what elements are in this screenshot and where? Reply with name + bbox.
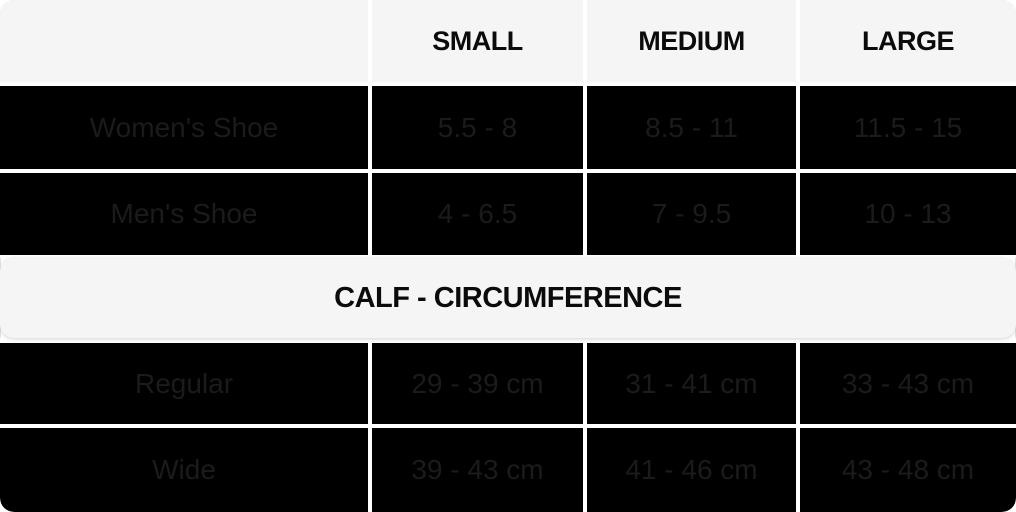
- header-cell-empty: [0, 0, 368, 82]
- header-cell-small: SMALL: [372, 0, 583, 82]
- column-divider: [583, 173, 587, 255]
- row-divider: [0, 338, 1016, 343]
- column-divider: [583, 86, 587, 169]
- cell-small: 29 - 39 cm: [372, 343, 583, 424]
- section-banner-title: CALF - CIRCUMFERENCE: [334, 281, 682, 314]
- column-divider: [796, 343, 800, 424]
- cell-medium: 41 - 46 cm: [587, 428, 796, 512]
- header-cell-large: LARGE: [800, 0, 1016, 82]
- cell-small: 4 - 6.5: [372, 173, 583, 255]
- column-divider: [796, 86, 800, 169]
- table-row-regular: Regular 29 - 39 cm 31 - 41 cm 33 - 43 cm: [0, 343, 1016, 424]
- table-row-womens-shoe: Women's Shoe 5.5 - 8 8.5 - 11 11.5 - 15: [0, 86, 1016, 169]
- table-header-row: SMALL MEDIUM LARGE: [0, 0, 1016, 82]
- column-divider: [796, 173, 800, 255]
- column-divider: [796, 428, 800, 512]
- column-divider: [368, 173, 372, 255]
- cell-medium: 7 - 9.5: [587, 173, 796, 255]
- row-label: Women's Shoe: [0, 86, 368, 169]
- table-row-wide: Wide 39 - 43 cm 41 - 46 cm 43 - 48 cm: [0, 428, 1016, 512]
- cell-medium: 31 - 41 cm: [587, 343, 796, 424]
- column-divider: [368, 0, 372, 82]
- cell-small: 5.5 - 8: [372, 86, 583, 169]
- column-divider: [796, 0, 800, 82]
- row-label: Wide: [0, 428, 368, 512]
- cell-large: 33 - 43 cm: [800, 343, 1016, 424]
- row-divider: [0, 424, 1016, 428]
- row-divider: [0, 82, 1016, 86]
- cell-small: 39 - 43 cm: [372, 428, 583, 512]
- column-divider: [583, 0, 587, 82]
- cell-medium: 8.5 - 11: [587, 86, 796, 169]
- row-label: Men's Shoe: [0, 173, 368, 255]
- cell-large: 10 - 13: [800, 173, 1016, 255]
- column-divider: [368, 86, 372, 169]
- row-divider: [0, 255, 1016, 258]
- row-divider: [0, 169, 1016, 173]
- section-banner: CALF - CIRCUMFERENCE: [0, 258, 1016, 338]
- row-label: Regular: [0, 343, 368, 424]
- header-cell-medium: MEDIUM: [587, 0, 796, 82]
- cell-large: 43 - 48 cm: [800, 428, 1016, 512]
- column-divider: [583, 428, 587, 512]
- table-row-mens-shoe: Men's Shoe 4 - 6.5 7 - 9.5 10 - 13: [0, 173, 1016, 255]
- column-divider: [368, 428, 372, 512]
- cell-large: 11.5 - 15: [800, 86, 1016, 169]
- column-divider: [368, 343, 372, 424]
- column-divider: [583, 343, 587, 424]
